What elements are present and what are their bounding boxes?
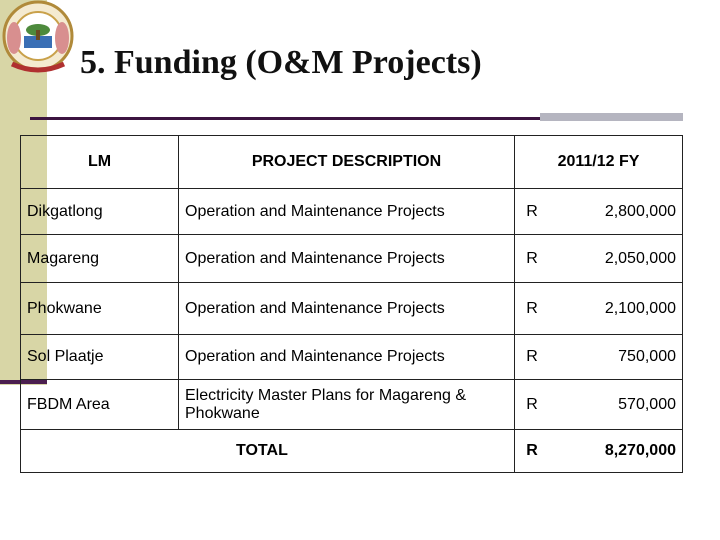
logo (2, 0, 74, 73)
total-label: TOTAL (20, 429, 515, 473)
header-row: LM PROJECT DESCRIPTION 2011/12 FY (20, 135, 683, 189)
municipality: Dikgatlong (20, 188, 179, 235)
column-header: PROJECT DESCRIPTION (178, 135, 515, 189)
project-description: Electricity Master Plans for Magareng & … (178, 379, 515, 430)
municipality: Sol Plaatje (20, 334, 179, 380)
column-header: 2011/12 FY (514, 135, 683, 189)
table-row: Sol Plaatje Operation and Maintenance Pro… (20, 334, 683, 380)
total-amount: 8,270,000 (549, 429, 683, 473)
table-row: Dikgatlong Operation and Maintenance Proj… (20, 188, 683, 235)
municipality: Phokwane (20, 282, 179, 335)
project-description: Operation and Maintenance Projects (178, 234, 515, 283)
funding-table: LM PROJECT DESCRIPTION 2011/12 FY Dikgatlon… (20, 135, 683, 473)
column-header: LM (20, 135, 179, 189)
currency: R (514, 188, 549, 235)
amount: 2,050,000 (549, 234, 683, 283)
project-description: Operation and Maintenance Projects (178, 188, 515, 235)
amount: 2,100,000 (549, 282, 683, 335)
currency: R (514, 334, 549, 380)
slide-title: 5. Funding (O&M Projects) (80, 44, 482, 81)
amount: 750,000 (549, 334, 683, 380)
currency: R (514, 379, 549, 430)
project-description: Operation and Maintenance Projects (178, 334, 515, 380)
title-rule (30, 117, 542, 120)
municipality: Magareng (20, 234, 179, 283)
currency: R (514, 429, 549, 473)
table-row: FBDM Area Electricity Master Plans for Ma… (20, 379, 683, 430)
currency: R (514, 282, 549, 335)
table-row: Magareng Operation and Maintenance Projec… (20, 234, 683, 283)
table-row: Phokwane Operation and Maintenance Projec… (20, 282, 683, 335)
title-rule-accent (540, 113, 683, 121)
amount: 2,800,000 (549, 188, 683, 235)
municipality: FBDM Area (20, 379, 179, 430)
project-description: Operation and Maintenance Projects (178, 282, 515, 335)
currency: R (514, 234, 549, 283)
total-row: TOTAL R 8,270,000 (20, 429, 683, 473)
amount: 570,000 (549, 379, 683, 430)
